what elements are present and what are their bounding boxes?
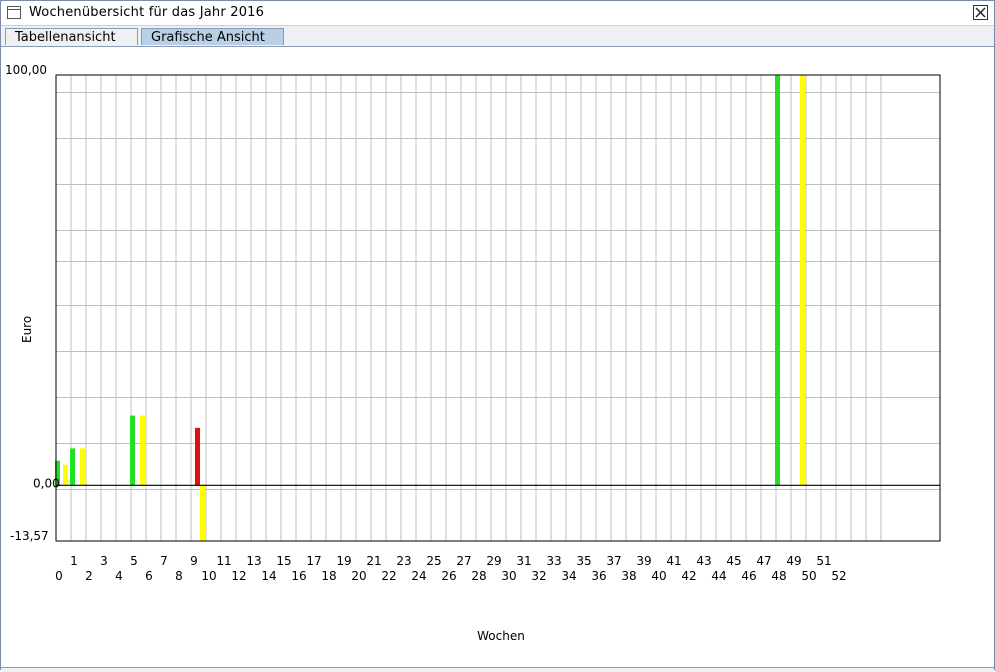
- x-tick-label: 32: [531, 569, 546, 583]
- x-axis-label: Wochen: [477, 629, 525, 643]
- x-tick-label: 13: [246, 554, 261, 568]
- x-tick-label: 5: [130, 554, 138, 568]
- x-tick-label: 18: [321, 569, 336, 583]
- x-tick-label: 36: [591, 569, 606, 583]
- chart-panel: 100,00 0,00 -13,57 Euro 1 3 5 7 9 11 13 15 17 19 21 23 2…: [1, 47, 994, 667]
- plot-frame: [55, 74, 941, 542]
- bar: [80, 448, 85, 486]
- x-tick-label: 49: [786, 554, 801, 568]
- bar: [70, 448, 75, 486]
- tab-bar: Tabellenansicht Grafische Ansicht: [1, 26, 994, 47]
- tab-grafische-ansicht[interactable]: Grafische Ansicht: [141, 28, 284, 45]
- window-title: Wochenübersicht für das Jahr 2016: [29, 5, 265, 20]
- bar: [200, 485, 205, 541]
- x-tick-label: 27: [456, 554, 471, 568]
- x-tick-label: 43: [696, 554, 711, 568]
- x-tick-label: 6: [145, 569, 153, 583]
- x-tick-label: 3: [100, 554, 108, 568]
- bar: [55, 460, 60, 486]
- close-button[interactable]: [973, 5, 988, 20]
- x-tick-label: 29: [486, 554, 501, 568]
- x-tick-label: 23: [396, 554, 411, 568]
- y-axis-label: Euro: [20, 316, 34, 343]
- x-tick-label: 46: [741, 569, 756, 583]
- x-tick-label: 52: [831, 569, 846, 583]
- x-tick-label: 31: [516, 554, 531, 568]
- bar: [130, 415, 135, 486]
- x-tick-label: 17: [306, 554, 321, 568]
- x-tick-label: 48: [771, 569, 786, 583]
- close-icon: [975, 7, 986, 18]
- x-tick-label: 8: [175, 569, 183, 583]
- y-tick-label: 0,00: [33, 476, 60, 490]
- y-tick-label: 100,00: [5, 63, 47, 77]
- x-tick-label: 1: [70, 554, 78, 568]
- x-tick-label: 34: [561, 569, 576, 583]
- x-tick-label: 28: [471, 569, 486, 583]
- x-tick-label: 35: [576, 554, 591, 568]
- x-tick-label: 40: [651, 569, 666, 583]
- x-tick-label: 21: [366, 554, 381, 568]
- x-tick-label: 16: [291, 569, 306, 583]
- title-bar[interactable]: Wochenübersicht für das Jahr 2016: [1, 1, 994, 26]
- x-tick-label: 10: [201, 569, 216, 583]
- x-tick-label: 37: [606, 554, 621, 568]
- tab-tabellenansicht[interactable]: Tabellenansicht: [5, 28, 138, 45]
- x-tick-label: 4: [115, 569, 123, 583]
- x-tick-label: 45: [726, 554, 741, 568]
- x-tick-label: 7: [160, 554, 168, 568]
- x-tick-label: 2: [85, 569, 93, 583]
- x-tick-label: 12: [231, 569, 246, 583]
- x-tick-label: 50: [801, 569, 816, 583]
- x-tick-label: 26: [441, 569, 456, 583]
- x-tick-label: 14: [261, 569, 276, 583]
- bar: [800, 75, 805, 486]
- bar: [195, 427, 200, 486]
- bar: [775, 75, 780, 486]
- x-tick-label: 39: [636, 554, 651, 568]
- x-tick-label: 11: [216, 554, 231, 568]
- bar: [63, 464, 68, 486]
- x-tick-label: 0: [55, 569, 63, 583]
- x-tick-label: 47: [756, 554, 771, 568]
- y-tick-label: -13,57: [10, 529, 49, 543]
- x-tick-label: 51: [816, 554, 831, 568]
- x-tick-label: 44: [711, 569, 726, 583]
- x-tick-label: 19: [336, 554, 351, 568]
- x-tick-label: 33: [546, 554, 561, 568]
- x-tick-label: 20: [351, 569, 366, 583]
- bar: [140, 415, 145, 486]
- x-tick-label: 25: [426, 554, 441, 568]
- x-tick-label: 15: [276, 554, 291, 568]
- window-icon: [7, 6, 21, 19]
- x-tick-label: 41: [666, 554, 681, 568]
- x-tick-label: 22: [381, 569, 396, 583]
- x-tick-label: 30: [501, 569, 516, 583]
- x-tick-label: 9: [190, 554, 198, 568]
- x-tick-label: 42: [681, 569, 696, 583]
- x-tick-label: 38: [621, 569, 636, 583]
- x-tick-label: 24: [411, 569, 426, 583]
